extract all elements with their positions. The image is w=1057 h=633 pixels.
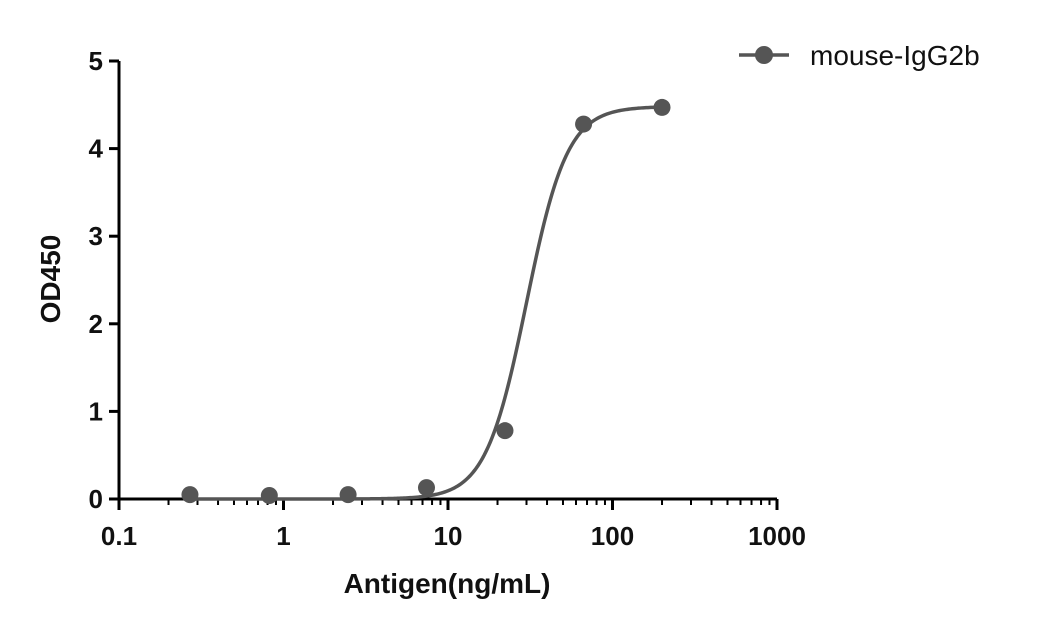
x-axis-title: Antigen(ng/mL) (344, 568, 551, 599)
data-point (496, 422, 514, 440)
data-point (417, 479, 435, 497)
y-tick-label: 5 (89, 46, 103, 76)
x-axis-ticks: 0.1 1 10 100 1000 (101, 499, 806, 551)
y-axis-title: OD450 (35, 235, 66, 324)
y-tick-label: 4 (89, 134, 104, 164)
x-tick-label: 100 (591, 521, 634, 551)
data-point (260, 486, 278, 504)
x-tick-label: 10 (434, 521, 463, 551)
axes: 0 1 2 3 4 5 0.1 1 10 100 1000 (89, 46, 806, 551)
legend: mouse-IgG2b (739, 40, 980, 71)
data-point (653, 98, 671, 116)
y-tick-label: 0 (89, 484, 103, 514)
y-axis-ticks: 0 1 2 3 4 5 (89, 46, 119, 514)
data-point (339, 486, 357, 504)
legend-marker (755, 46, 773, 64)
data-point (181, 486, 199, 504)
x-tick-label: 1 (276, 521, 290, 551)
x-tick-label: 0.1 (101, 521, 137, 551)
series-fit-curve (189, 105, 663, 501)
y-tick-label: 3 (89, 221, 103, 251)
y-tick-label: 1 (89, 396, 103, 426)
data-point (575, 115, 593, 133)
x-tick-label: 1000 (748, 521, 806, 551)
series-layer (181, 98, 671, 504)
legend-label: mouse-IgG2b (810, 40, 980, 71)
y-tick-label: 2 (89, 309, 103, 339)
